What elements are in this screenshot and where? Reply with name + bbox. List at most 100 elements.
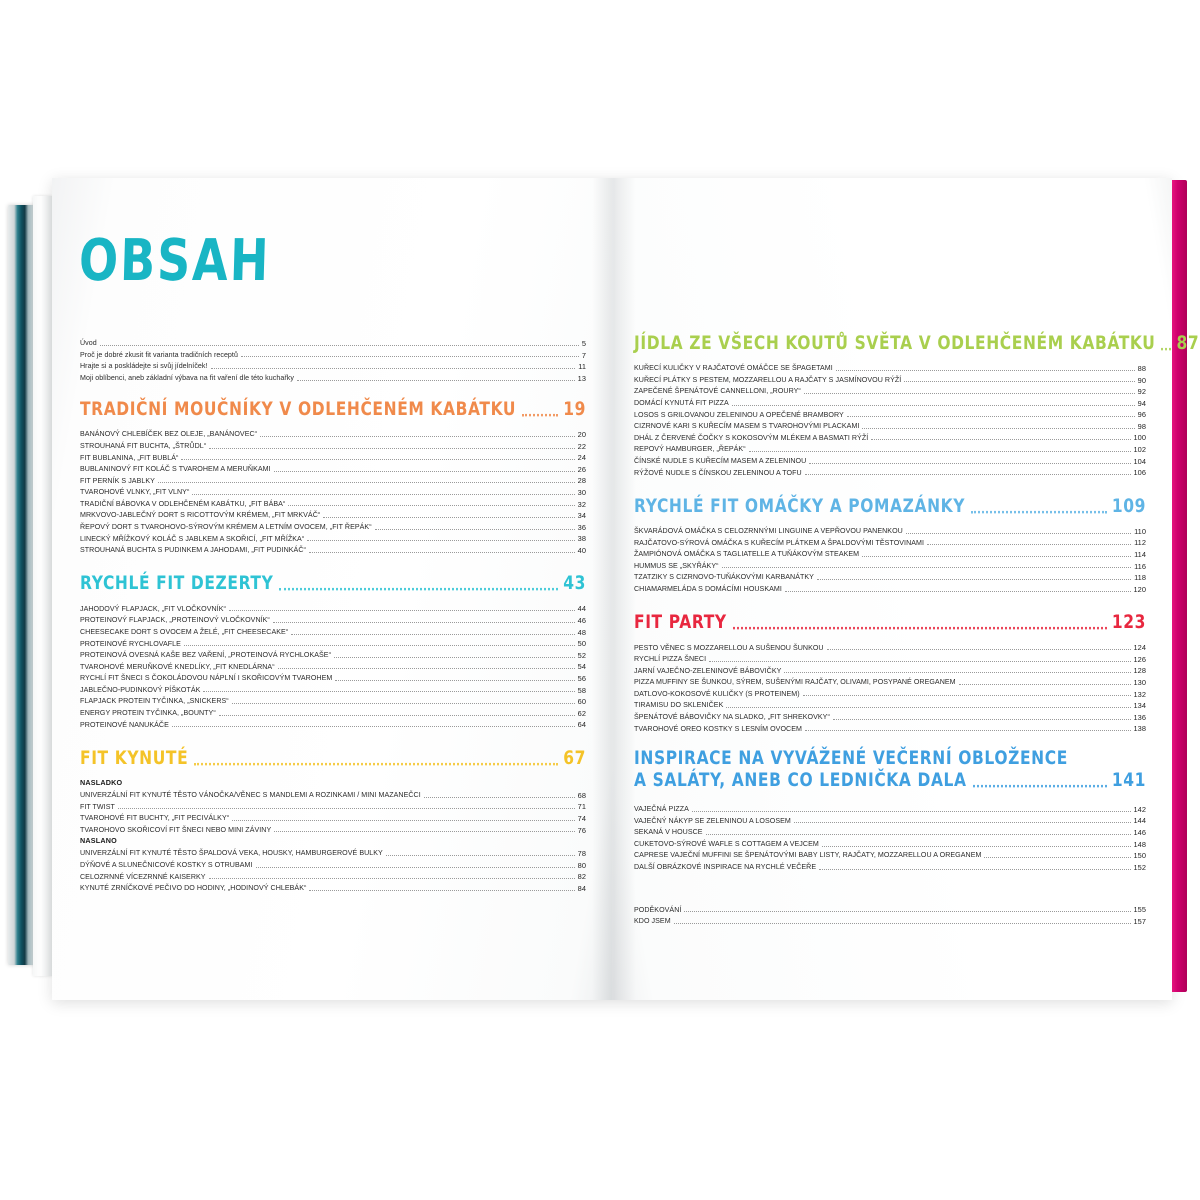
toc-entry[interactable]: ŠPENÁTOVÉ BÁBOVIČKY NA SLADKO, „fit shre… [634,712,1146,721]
toc-entry[interactable]: ČÍNSKÉ NUDLE S KUŘECÍM MASEM A ZELENINOU… [634,456,1146,465]
toc-entry[interactable]: FLAPJACK PROTEIN TYČINKA, „snickers“ 60 [80,696,586,706]
toc-entry[interactable]: PESTO VĚNEC S MOZZARELLOU A SUŠENOU ŠUNK… [634,642,1146,652]
toc-leader-dots [255,866,575,868]
right-section-list: JÍDLA ZE VŠECH KOUTŮ SVĚTA V ODLEHČENÉM … [634,332,1199,891]
toc-section-heading-text: FIT KYNUTÉ [80,746,189,769]
toc-entry[interactable]: CIZRNOVÉ KARI S KUŘECÍM MASEM S TVAROHOV… [634,421,1146,430]
toc-section-page: 19 [563,398,586,421]
toc-entry[interactable]: DATLOVO-KOKOSOVÉ KULIČKY (S PROTEINEM) 13… [634,689,1146,698]
toc-entry-page: 52 [577,650,586,660]
toc-entry[interactable]: FIT TWIST 71 [80,801,586,811]
toc-entry[interactable]: CAPRESE VAJEČNÍ MUFFINI SE ŠPENÁTOVÝMI B… [634,850,1146,860]
toc-entry[interactable]: TVAROHOVÉ OREO KOSTKY S LESNÍM OVOCEM 138 [634,723,1146,733]
toc-entry[interactable]: VAJEČNÁ PIZZA 142 [634,804,1146,813]
toc-entry[interactable]: KUŘECÍ KULIČKY V RAJČATOVÉ OMÁČCE SE ŠPA… [634,363,1146,373]
toc-entry-page: 142 [1133,804,1146,814]
toc-section-heading[interactable]: TRADIČNÍ MOUČNÍKY V ODLEHČENÉM KABÁTKU 19 [80,398,586,424]
toc-entry[interactable]: TRADIČNÍ BÁBOVKA V ODLEHČENÉM KABÁTKU, „… [80,499,586,508]
toc-entry[interactable]: VAJEČNÝ NÁKYP SE ZELENINOU A LOSOSEM 144 [634,815,1146,825]
toc-section: FIT KYNUTÉ 67 NASLADKO UNIVERZÁLNÍ FIT KYNU… [80,747,586,913]
toc-entry[interactable]: Proč je dobré zkusit fit varianta tradič… [80,350,586,359]
right-page: JÍDLA ZE VŠECH KOUTŮ SVĚTA V ODLEHČENÉM … [612,178,1199,1000]
toc-entry-title: LOSOS S GRILOVANOU ZELENINOU A OPEČENÉ B… [634,410,844,419]
toc-entry[interactable]: ŽAMPIÓNOVÁ OMÁČKA S TAGLIATELLE A TUŇÁKO… [634,549,1146,559]
toc-entry-page: 78 [577,849,586,858]
toc-entry[interactable]: RYCHLÍ FIT ŠNECI S ČOKOLÁDOVOU NÁPLNÍ I … [80,673,586,683]
toc-entry[interactable]: FIT BUBLANINA, „fit bublá“ 24 [80,452,586,462]
toc-entry[interactable]: Hrajte si a poskládejte si svůj jídelníč… [80,361,586,371]
toc-entry[interactable]: PROTEINOVÉ RYCHLOVAFLE 50 [80,638,586,648]
toc-entry-page: 46 [577,616,586,625]
toc-entry[interactable]: CHEESECAKE DORT S OVOCEM A ŽELÉ, „fit ch… [80,627,586,636]
toc-leader-dots [684,911,1131,913]
toc-section-heading[interactable]: JÍDLA ZE VŠECH KOUTŮ SVĚTA V ODLEHČENÉM … [634,332,1199,358]
toc-entry[interactable]: REPOVÝ HAMBURGER, „řepák“ 102 [634,444,1146,454]
toc-entry-title: Úvod [80,339,97,348]
toc-section-page: 123 [1111,611,1146,634]
toc-entry[interactable]: ŘEPOVÝ DORT S TVAROHOVO-SÝROVÝM KRÉMEM A… [80,522,586,531]
toc-entry-title: TVAROHOVÉ FIT BUCHTY, „fit peciválky“ [80,814,230,823]
toc-entry[interactable]: RYCHLÍ PIZZA ŠNECI 126 [634,654,1146,663]
toc-entry[interactable]: STROUHANÁ BUCHTA S PUDINKEM A JAHODAMI, … [80,545,586,554]
toc-entry[interactable]: DALŠÍ OBRÁZKOVÉ INSPIRACE NA RYCHLÉ VEČE… [634,862,1146,871]
toc-entry[interactable]: LOSOS S GRILOVANOU ZELENINOU A OPEČENÉ B… [634,409,1146,419]
toc-entry[interactable]: TVAROHOVÉ VLNKY, „fit vlny“ 30 [80,487,586,497]
toc-section-heading[interactable]: FIT KYNUTÉ 67 [80,747,586,773]
toc-entry[interactable]: RÝŽOVÉ NUDLE S ČÍNSKOU ZELENINOU A TOFU 1… [634,467,1146,477]
toc-section-heading[interactable]: RYCHLÉ FIT DEZERTY 43 [80,573,586,598]
toc-entry[interactable]: TZATZIKY S CIZRNOVO-TUŇÁKOVÝMI KARBANÁTK… [634,572,1146,582]
toc-entry[interactable]: DOMÁCÍ KYNUTÁ FIT PIZZA 94 [634,398,1146,407]
toc-entry[interactable]: UNIVERZÁLNÍ FIT KYNUTÉ TĚSTO VÁNOČKA/VĚN… [80,790,586,799]
toc-entry[interactable]: DÝŇOVÉ A SLUNEČNICOVÉ KOSTKY S OTRUBAMI 8… [80,860,586,869]
toc-entry[interactable]: KYNUTÉ ZRNÍČKOVÉ PEČIVO DO HODINY, „hodi… [80,883,586,892]
toc-entry-page: 100 [1133,433,1146,442]
toc-entry[interactable]: CUKETOVO-SÝROVÉ WAFLE S COTTAGEM A VEJCE… [634,839,1146,848]
toc-entry-title: JARNÍ VAJEČNO-ZELENINOVÉ BÁBOVIČKY [634,666,782,675]
toc-entry[interactable]: ENERGY PROTEIN TYČINKA, „bounty“ 62 [80,708,586,717]
toc-entry[interactable]: UNIVERZÁLNÍ FIT KYNUTÉ TĚSTO ŠPALDOVÁ VE… [80,848,586,858]
toc-entry[interactable]: BANÁNOVÝ CHLEBÍČEK BEZ OLEJE, „banánovec… [80,429,586,439]
toc-leader-dots [691,810,1131,812]
toc-entry[interactable]: BUBLANINOVÝ FIT KOLÁČ S TVAROHEM A MERUŇ… [80,464,586,473]
toc-section-heading-text: TRADIČNÍ MOUČNÍKY V ODLEHČENÉM KABÁTKU [80,398,517,421]
toc-entry[interactable]: PIZZA MUFFINY SE ŠUNKOU, SÝREM, SUŠENÝMI… [634,677,1146,687]
toc-entry[interactable]: JABLEČNO-PUDINKOVÝ PÍŠKOTÁK 58 [80,685,586,694]
toc-entry[interactable]: DHÁL Z ČERVENÉ ČOČKY S KOKOSOVÝM MLÉKEM … [634,432,1146,442]
toc-section-heading[interactable]: FIT PARTY 123 [634,611,1146,637]
toc-entry[interactable]: PROTEINOVÝ FLAPJACK, „proteinový vločkov… [80,615,586,625]
toc-entry[interactable]: KDO JSEM 157 [634,916,1146,925]
toc-entry-title: UNIVERZÁLNÍ FIT KYNUTÉ TĚSTO VÁNOČKA/VĚN… [80,791,421,800]
toc-entry[interactable]: TVAROHOVÉ MERUŇKOVÉ KNEDLÍKY, „fit knedl… [80,661,586,671]
toc-entry[interactable]: CHIAMARMELÁDA S DOMÁCÍMI HOUSKAMI 120 [634,584,1146,593]
toc-entry[interactable]: PODĚKOVÁNÍ 155 [634,904,1146,914]
toc-entry[interactable]: FIT PERNÍK S JABLKY 28 [80,475,586,485]
toc-entry[interactable]: PROTEINOVÉ NANUKÁČE 64 [80,719,586,729]
toc-entry-page: 94 [1137,398,1146,408]
toc-entry[interactable]: TVAROHOVO SKOŘICOVÍ FIT ŠNECI NEBO MINI … [80,825,586,834]
toc-entry[interactable]: ZAPEČENÉ ŠPENÁTOVÉ CANNELLONI, „roury“ 92 [634,386,1146,396]
toc-entry[interactable]: Úvod 5 [80,338,586,348]
toc-entry[interactable]: TIRAMISU DO SKLENIČEK 134 [634,700,1146,710]
toc-entry[interactable]: ŠKVARÁDOVÁ OMÁČKA S CELOZRNNÝMI LINGUINE… [634,526,1146,535]
toc-entry[interactable]: SEKANÁ V HOUSCE 146 [634,827,1146,837]
toc-entry[interactable]: KUŘECÍ PLÁTKY S PESTEM, MOZZARELLOU A RA… [634,375,1146,384]
toc-section-heading[interactable]: RYCHLÉ FIT OMÁČKY A POMAZÁNKY 109 [634,495,1146,521]
toc-entry[interactable]: TVAROHOVÉ FIT BUCHTY, „fit peciválky“ 74 [80,813,586,823]
toc-entry[interactable]: MRKVOVO-JABLEČNÝ DORT S RICOTTOVÝM KRÉME… [80,510,586,520]
toc-entry[interactable]: STROUHANÁ FIT BUCHTA, „štrůdl“ 22 [80,441,586,450]
toc-entry[interactable]: JARNÍ VAJEČNO-ZELENINOVÉ BÁBOVIČKY 128 [634,665,1146,675]
toc-entry[interactable]: RAJČATOVO-SÝROVÁ OMÁČKA S KUŘECÍM PLÁTKE… [634,537,1146,547]
toc-entry[interactable]: CELOZRNNÉ VÍCEZRNNÉ KAISERKY 82 [80,871,586,881]
toc-section-heading[interactable]: INSPIRACE NA VYVÁŽENÉ VEČERNÍ OBLOŽENCE A… [634,747,1146,799]
toc-entry[interactable]: PROTEINOVÁ OVESNÁ KAŠE BEZ VAŘENÍ, „prot… [80,650,586,659]
toc-leader-dots [984,857,1131,859]
toc-leader-dots [804,730,1131,732]
toc-entry-title: PIZZA MUFFINY SE ŠUNKOU, SÝREM, SUŠENÝMI… [634,678,956,687]
toc-entry[interactable]: Moji oblíbenci, aneb základní výbava na … [80,373,586,382]
toc-entry[interactable]: HUMMUS SE „SKYŘÁKY“ 116 [634,561,1146,570]
toc-section: INSPIRACE NA VYVÁŽENÉ VEČERNÍ OBLOŽENCE A… [634,747,1146,891]
toc-leader-dots [927,544,1132,546]
toc-entry[interactable]: LINECKÝ MŘÍŽKOVÝ KOLÁČ S JABLKEM A SKOŘI… [80,533,586,543]
toc-entry[interactable]: JAHODOVÝ FLAPJACK, „fit vločkovník“ 44 [80,603,586,613]
